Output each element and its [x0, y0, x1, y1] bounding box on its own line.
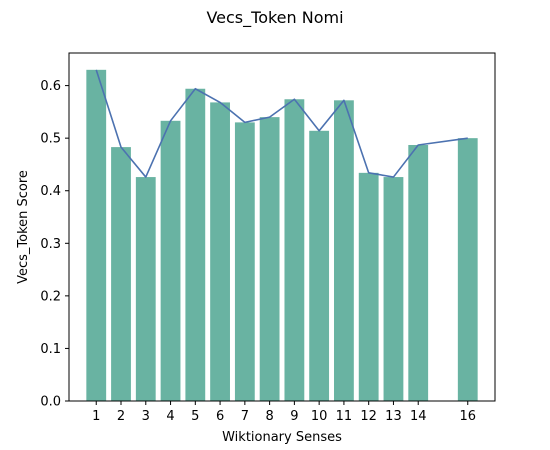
- bars-layer: [86, 69, 478, 402]
- x-tick-label: 6: [216, 409, 224, 424]
- bar-sense-13: [383, 177, 404, 401]
- plot-frame: [68, 52, 496, 402]
- bar-sense-8: [259, 117, 280, 401]
- y-tick-label: 0.5: [40, 132, 61, 147]
- bar-sense-2: [111, 147, 131, 401]
- x-tick-label: 1: [92, 409, 100, 424]
- x-tick-label: 9: [290, 409, 298, 424]
- line-layer: [95, 69, 468, 178]
- score-trend-line: [95, 69, 468, 178]
- x-tick-label: 11: [336, 409, 353, 424]
- y-tick-label: 0.6: [40, 79, 61, 94]
- x-tick-label: 12: [360, 409, 377, 424]
- x-tick-label: 16: [459, 409, 476, 424]
- x-tick-label: 10: [311, 409, 328, 424]
- x-tick-label: 2: [117, 409, 125, 424]
- x-tick-label: 3: [142, 409, 150, 424]
- y-axis: 0.0 0.1 0.2 0.3 0.4 0.5 0.6: [40, 79, 69, 410]
- bar-sense-6: [210, 102, 230, 401]
- y-tick-label: 0.0: [40, 395, 61, 410]
- bar-sense-3: [135, 177, 156, 401]
- y-axis-title: Vecs_Token Score: [16, 170, 31, 284]
- bar-sense-1: [86, 69, 107, 401]
- x-tick-label: 4: [166, 409, 174, 424]
- y-tick-label: 0.2: [40, 289, 61, 304]
- bar-sense-16: [457, 138, 478, 401]
- bar-sense-14: [408, 144, 429, 402]
- bar-sense-4: [160, 120, 181, 401]
- x-tick-label: 5: [191, 409, 199, 424]
- x-axis-title: Wiktionary Senses: [222, 430, 342, 445]
- bar-sense-11: [334, 100, 354, 401]
- y-tick-label: 0.3: [40, 237, 61, 252]
- y-tick-label: 0.1: [40, 342, 61, 357]
- x-tick-label: 14: [410, 409, 427, 424]
- x-axis: 1 2 3 4 5 6 7 8 9 10 11 12 13 14 16: [92, 401, 476, 424]
- chart-title: Vecs_Token Nomi: [206, 8, 343, 28]
- bar-sense-10: [309, 130, 330, 402]
- x-tick-label: 7: [241, 409, 249, 424]
- bar-sense-7: [234, 122, 255, 401]
- bar-sense-12: [358, 172, 379, 401]
- x-tick-label: 13: [385, 409, 402, 424]
- bar-sense-9: [284, 99, 305, 401]
- x-tick-label: 8: [265, 409, 273, 424]
- bar-sense-5: [185, 88, 206, 401]
- y-tick-label: 0.4: [40, 184, 61, 199]
